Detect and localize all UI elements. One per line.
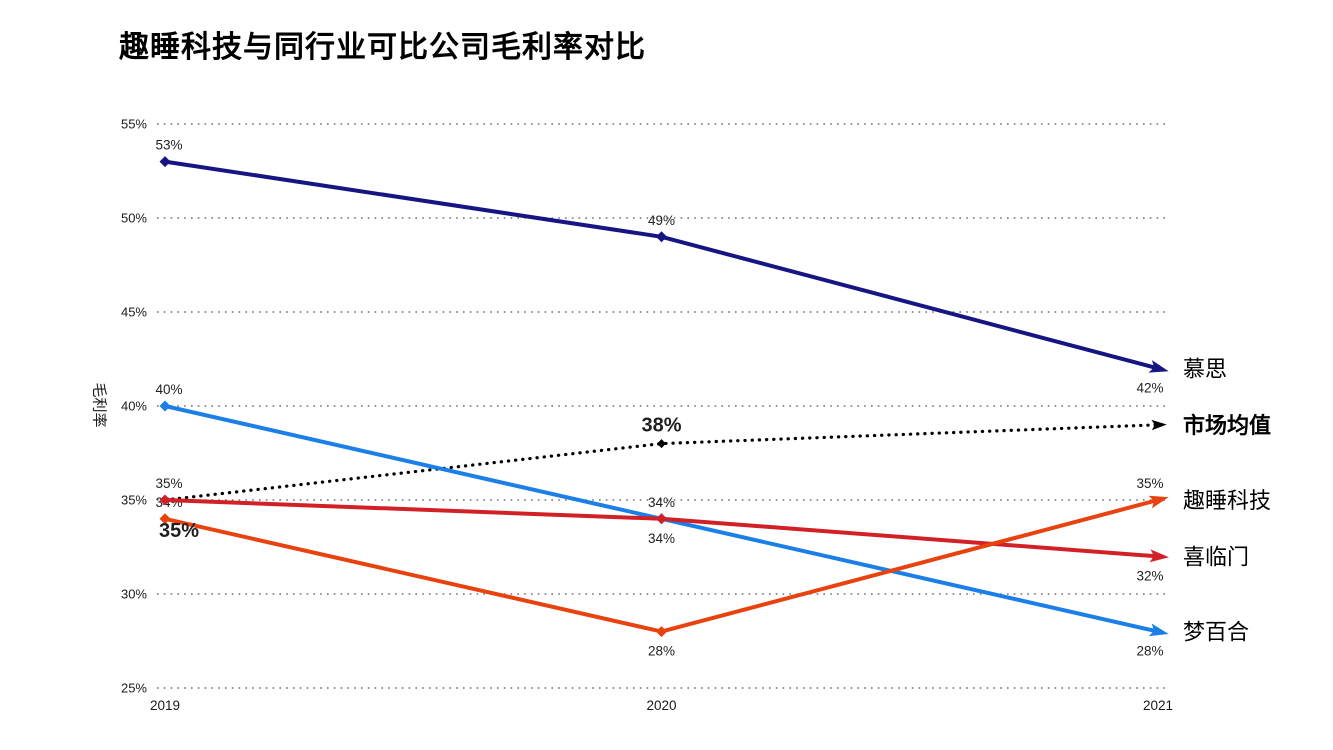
data-label: 53% bbox=[155, 138, 182, 153]
diamond-marker bbox=[656, 231, 667, 243]
chart-title: 趣睡科技与同行业可比公司毛利率对比 bbox=[119, 31, 646, 64]
data-label: 40% bbox=[155, 382, 182, 397]
markers-layer bbox=[159, 156, 1169, 638]
data-label: 42% bbox=[1136, 380, 1163, 395]
data-label: 35% bbox=[159, 520, 199, 542]
data-label: 35% bbox=[155, 476, 182, 491]
arrow-marker bbox=[1149, 549, 1169, 563]
series-line-0 bbox=[163, 159, 1160, 371]
diamond-marker bbox=[159, 513, 171, 525]
legend-label: 趣睡科技 bbox=[1183, 488, 1271, 513]
arrow-marker bbox=[1148, 360, 1169, 373]
data-label: 49% bbox=[648, 213, 675, 228]
data-label: 34% bbox=[648, 531, 675, 546]
legend-label: 梦百合 bbox=[1183, 620, 1249, 645]
legend-label: 慕思 bbox=[1183, 356, 1227, 381]
diamond-marker bbox=[656, 626, 667, 638]
arrow-marker bbox=[1151, 419, 1167, 431]
diamond-marker bbox=[159, 156, 171, 168]
data-label: 32% bbox=[1136, 568, 1163, 583]
y-tick-label: 25% bbox=[121, 681, 147, 696]
data-label: 38% bbox=[641, 415, 681, 437]
y-tick-label: 50% bbox=[121, 211, 147, 226]
data-label: 28% bbox=[648, 644, 675, 659]
y-tick-label: 40% bbox=[121, 399, 147, 414]
diamond-marker bbox=[159, 400, 171, 412]
data-label: 35% bbox=[1136, 476, 1163, 491]
x-tick-label: 2020 bbox=[646, 698, 676, 713]
arrow-marker bbox=[1148, 495, 1169, 509]
y-tick-label: 30% bbox=[121, 587, 147, 602]
diamond-marker bbox=[656, 513, 667, 525]
y-tick-label: 55% bbox=[121, 117, 147, 132]
x-tick-label: 2021 bbox=[1143, 698, 1173, 713]
legend-label: 市场均值 bbox=[1183, 413, 1271, 438]
diamond-marker bbox=[657, 439, 666, 449]
data-label: 28% bbox=[1136, 644, 1163, 659]
diamond-marker bbox=[159, 494, 171, 506]
series-line-1 bbox=[163, 423, 1160, 502]
arrow-marker bbox=[1148, 623, 1169, 637]
legend-label: 喜临门 bbox=[1183, 544, 1249, 569]
labels-front-layer: 53% 49% 42% 慕思 35% 38% 市场均值 40% 34% 28% 梦百合 35% 34% 3… bbox=[155, 138, 1271, 659]
data-label: 34% bbox=[648, 495, 675, 510]
y-tick-label: 35% bbox=[121, 493, 147, 508]
x-tick-label: 2019 bbox=[150, 698, 180, 713]
y-tick-label: 45% bbox=[121, 305, 147, 320]
